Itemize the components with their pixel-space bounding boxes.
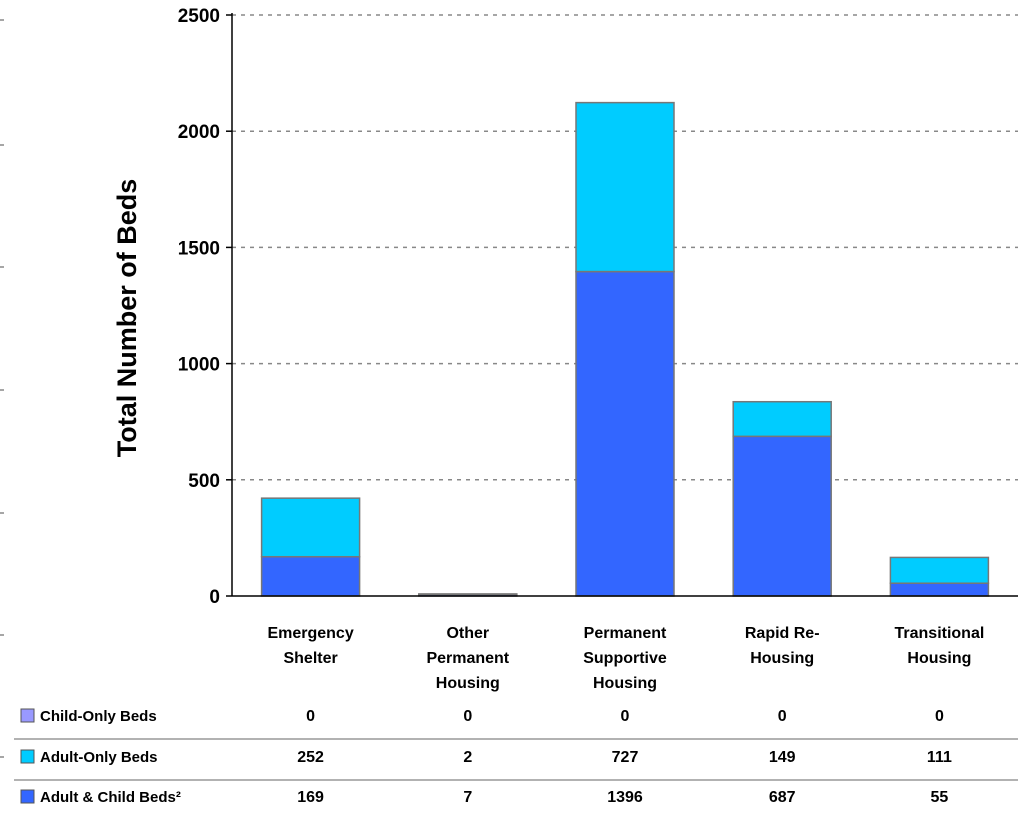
table-value: 0 — [463, 708, 472, 725]
table-value: 149 — [769, 749, 796, 766]
bar-segment — [732, 435, 832, 597]
table-value: 727 — [612, 749, 639, 766]
bar-segment — [889, 582, 990, 597]
table-row-label: Child-Only Beds — [40, 708, 157, 725]
bar-segment — [575, 101, 675, 273]
bar-segment — [889, 556, 990, 584]
category-label-line: Permanent — [426, 650, 509, 667]
bar-segment — [418, 593, 518, 596]
bar-segment — [732, 400, 832, 438]
y-tick-labels: 0 500 1000 1500 2000 2500 — [178, 6, 220, 608]
bar-segment — [260, 555, 361, 597]
table-value: 169 — [297, 789, 324, 806]
table-value: 0 — [621, 708, 630, 725]
table-value: 0 — [778, 708, 787, 725]
category-label-line: Permanent — [584, 625, 667, 642]
category-label: Permanent Supportive Housing — [583, 625, 667, 692]
y-tick-label: 2500 — [178, 6, 220, 27]
table-value: 55 — [931, 789, 949, 806]
y-tick-label: 0 — [209, 587, 220, 608]
data-table: Child-Only Beds 0 0 0 0 0 Adult-Only Beds 252 2 7… — [14, 708, 1018, 806]
y-tick-label: 2000 — [178, 122, 220, 143]
bar-segment — [260, 497, 361, 558]
legend-swatch — [20, 749, 35, 764]
left-edge-marks — [0, 19, 4, 758]
legend-swatch — [20, 708, 35, 723]
table-row-label: Adult-Only Beds — [40, 749, 158, 766]
table-row-label: Adult & Child Beds² — [40, 789, 181, 806]
category-label: Transitional Housing — [895, 625, 985, 667]
category-label: Rapid Re- Housing — [745, 625, 820, 667]
table-value: 7 — [463, 789, 472, 806]
category-label-line: Rapid Re- — [745, 625, 820, 642]
table-value: 1396 — [607, 789, 643, 806]
axes — [226, 13, 1018, 597]
bar-segment — [575, 270, 675, 597]
table-value: 687 — [769, 789, 796, 806]
y-axis-label: Total Number of Beds — [112, 179, 142, 458]
legend-swatch — [20, 789, 35, 804]
table-value: 252 — [297, 749, 324, 766]
y-tick-label: 1500 — [178, 238, 220, 259]
category-label-line: Emergency — [267, 625, 353, 642]
category-label-line: Housing — [593, 675, 657, 692]
y-tick-label: 1000 — [178, 355, 220, 376]
category-label-line: Housing — [907, 650, 971, 667]
category-label-line: Shelter — [283, 650, 337, 667]
table-value: 2 — [463, 749, 472, 766]
category-label-line: Transitional — [895, 625, 985, 642]
bars — [260, 101, 990, 597]
table-value: 0 — [306, 708, 315, 725]
category-label-line: Housing — [436, 675, 500, 692]
table-value: 111 — [927, 749, 952, 766]
table-value: 0 — [935, 708, 944, 725]
category-label: Emergency Shelter — [267, 625, 353, 667]
category-label-line: Supportive — [583, 650, 667, 667]
y-tick-label: 500 — [188, 471, 220, 492]
category-label-line: Other — [446, 625, 489, 642]
category-label: Other Permanent Housing — [426, 625, 509, 692]
category-label-line: Housing — [750, 650, 814, 667]
